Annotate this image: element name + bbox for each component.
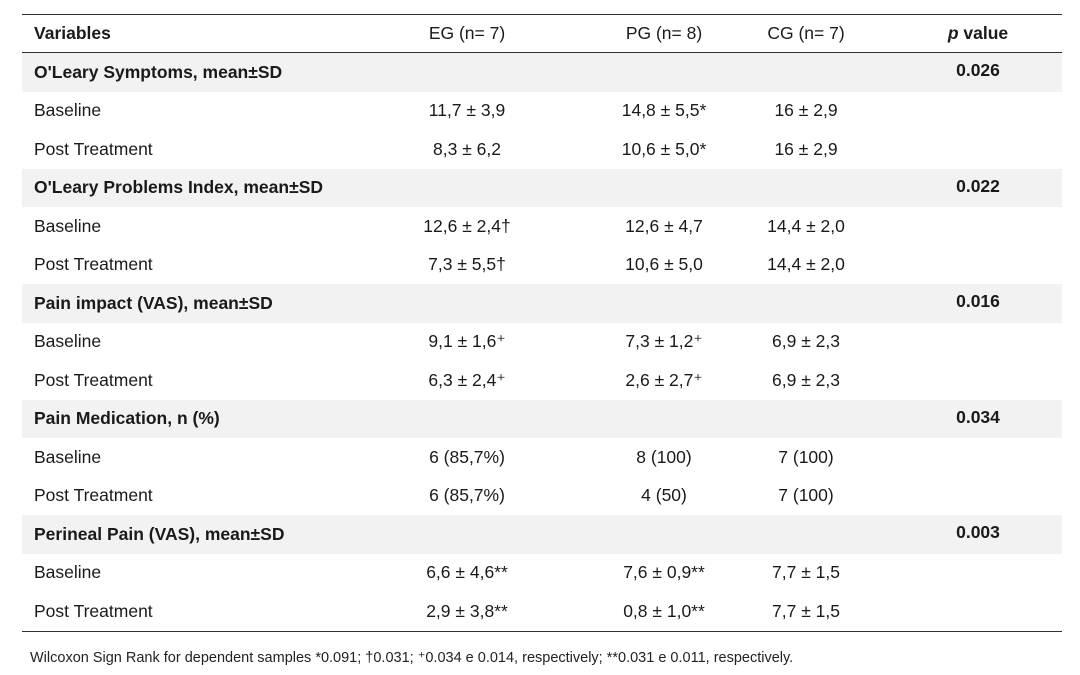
cell-eg: 2,9 ± 3,8** — [426, 600, 508, 621]
cell-eg: 8,3 ± 6,2 — [433, 138, 501, 159]
row-label: Post Treatment — [34, 369, 153, 390]
table-row: Post Treatment 2,9 ± 3,8** 0,8 ± 1,0** 7,7 … — [22, 592, 1062, 631]
table-row: Post Treatment 8,3 ± 6,2 10,6 ± 5,0* 16 ± 2… — [22, 130, 1062, 169]
table-row: Baseline 12,6 ± 2,4† 12,6 ± 4,7 14,4 ± 2,0 — [22, 207, 1062, 246]
cell-eg: 6 (85,7%) — [429, 485, 505, 506]
cell-pg: 0,8 ± 1,0** — [623, 600, 705, 621]
section-p-value: 0.016 — [956, 291, 1000, 311]
table-row: Post Treatment 6 (85,7%) 4 (50) 7 (100) — [22, 477, 1062, 516]
table-bottom-rule — [22, 630, 1062, 632]
cell-cg: 6,9 ± 2,3 — [772, 331, 840, 352]
cell-pg: 8 (100) — [636, 446, 692, 467]
section-title: O'Leary Symptoms, mean±SD — [34, 61, 283, 82]
header-p-value: p value — [888, 15, 1068, 52]
cell-cg: 7,7 ± 1,5 — [772, 562, 840, 583]
cell-eg: 9,1 ± 1,6⁺ — [428, 331, 506, 352]
section-row: O'Leary Problems Index, mean±SD 0.022 — [22, 168, 1062, 207]
table-header-row: Variables EG (n= 7) PG (n= 8) CG (n= 7) … — [22, 15, 1062, 52]
cell-pg: 10,6 ± 5,0* — [621, 138, 707, 159]
cell-eg: 7,3 ± 5,5† — [428, 254, 506, 275]
cell-pg: 2,6 ± 2,7⁺ — [625, 369, 703, 390]
cell-cg: 14,4 ± 2,0 — [767, 254, 845, 275]
cell-cg: 7,7 ± 1,5 — [772, 600, 840, 621]
row-label: Baseline — [34, 215, 102, 236]
table-footnote: Wilcoxon Sign Rank for dependent samples… — [30, 650, 794, 666]
row-label: Post Treatment — [34, 600, 153, 621]
table-row: Baseline 6 (85,7%) 8 (100) 7 (100) — [22, 438, 1062, 477]
cell-eg: 6,6 ± 4,6** — [426, 562, 508, 583]
cell-cg: 7 (100) — [778, 446, 834, 467]
cell-pg: 14,8 ± 5,5* — [621, 100, 707, 121]
row-label: Baseline — [34, 331, 102, 352]
section-row: O'Leary Symptoms, mean±SD 0.026 — [22, 53, 1062, 92]
cell-pg: 12,6 ± 4,7 — [625, 215, 703, 236]
header-pg: PG (n= 8) — [625, 23, 703, 43]
table-body: O'Leary Symptoms, mean±SD 0.026 Baseline 11… — [22, 53, 1062, 631]
cell-pg: 7,3 ± 1,2⁺ — [625, 331, 703, 352]
cell-eg: 6 (85,7%) — [429, 446, 505, 467]
row-label: Post Treatment — [34, 254, 153, 275]
row-label: Baseline — [34, 562, 102, 583]
cell-eg: 12,6 ± 2,4† — [423, 215, 511, 236]
table-header-rule — [22, 52, 1062, 53]
cell-cg: 16 ± 2,9 — [774, 138, 838, 159]
header-p-italic: p — [947, 23, 959, 43]
header-eg: EG (n= 7) — [428, 23, 506, 43]
cell-eg: 6,3 ± 2,4⁺ — [428, 369, 506, 390]
row-label: Baseline — [34, 100, 102, 121]
cell-cg: 16 ± 2,9 — [774, 100, 838, 121]
table-row: Baseline 9,1 ± 1,6⁺ 7,3 ± 1,2⁺ 6,9 ± 2,3 — [22, 323, 1062, 362]
row-label: Baseline — [34, 446, 102, 467]
section-row: Pain impact (VAS), mean±SD 0.016 — [22, 284, 1062, 323]
section-p-value: 0.026 — [956, 60, 1000, 80]
section-title: Pain Medication, n (%) — [34, 408, 220, 429]
section-p-value: 0.003 — [956, 522, 1000, 542]
table-row: Post Treatment 7,3 ± 5,5† 10,6 ± 5,0 14,4 ±… — [22, 246, 1062, 285]
section-title: Pain impact (VAS), mean±SD — [34, 292, 273, 313]
section-p-value: 0.022 — [956, 175, 1000, 196]
row-label: Post Treatment — [34, 138, 153, 159]
table-row: Baseline 6,6 ± 4,6** 7,6 ± 0,9** 7,7 ± 1,5 — [22, 554, 1062, 593]
cell-cg: 7 (100) — [778, 485, 834, 506]
results-table: Variables EG (n= 7) PG (n= 8) CG (n= 7) … — [22, 14, 1062, 632]
section-title: Perineal Pain (VAS), mean±SD — [34, 523, 285, 544]
section-title: O'Leary Problems Index, mean±SD — [34, 177, 324, 198]
cell-pg: 10,6 ± 5,0 — [625, 254, 703, 275]
section-row: Pain Medication, n (%) 0.034 — [22, 399, 1062, 438]
header-cg: CG (n= 7) — [767, 23, 845, 43]
header-p-rest: value — [958, 23, 1009, 43]
cell-pg: 7,6 ± 0,9** — [623, 562, 705, 583]
row-label: Post Treatment — [34, 485, 153, 506]
cell-pg: 4 (50) — [641, 485, 687, 506]
table-row: Post Treatment 6,3 ± 2,4⁺ 2,6 ± 2,7⁺ 6,9 ± … — [22, 361, 1062, 400]
header-variables: Variables — [34, 23, 111, 43]
section-p-value: 0.034 — [956, 406, 1000, 427]
cell-eg: 11,7 ± 3,9 — [428, 100, 506, 121]
table-row: Baseline 11,7 ± 3,9 14,8 ± 5,5* 16 ± 2,9 — [22, 92, 1062, 131]
section-row: Perineal Pain (VAS), mean±SD 0.003 — [22, 515, 1062, 554]
cell-cg: 14,4 ± 2,0 — [767, 215, 845, 236]
table-top-rule — [22, 14, 1062, 15]
cell-cg: 6,9 ± 2,3 — [772, 369, 840, 390]
